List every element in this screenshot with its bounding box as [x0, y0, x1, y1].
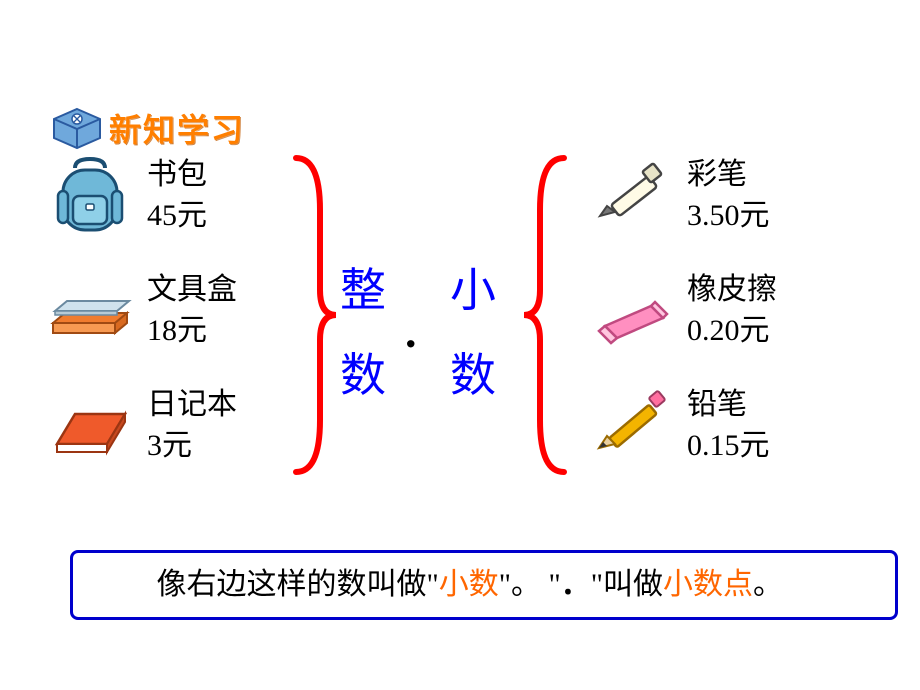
caption-mid1: "。 ": [499, 568, 561, 601]
backpack-icon: [45, 156, 135, 236]
book-icon: [50, 106, 105, 151]
item-price: 3元: [147, 426, 237, 467]
left-brace: [290, 150, 340, 480]
left-item-notebook: 日记本 3元: [45, 385, 237, 466]
caption-dot: ．: [561, 568, 591, 601]
item-text: 文具盒 18元: [147, 270, 237, 351]
caption-hl2: 小数点: [663, 568, 753, 601]
pencilcase-icon: [45, 271, 135, 351]
header-title: 新知学习: [109, 105, 245, 151]
notebook-icon: [45, 386, 135, 466]
item-price: 0.20元: [687, 311, 777, 352]
right-brace: [520, 150, 570, 480]
caption-pre: 像右边这样的数叫做": [157, 568, 439, 601]
item-price: 45元: [147, 196, 207, 237]
item-label: 日记本: [147, 385, 237, 426]
crayon-icon: [585, 156, 675, 236]
center-dot: .: [405, 305, 417, 358]
right-item-pencil: 铅笔 0.15元: [585, 385, 770, 466]
item-label: 橡皮擦: [687, 270, 777, 311]
item-price: 18元: [147, 311, 237, 352]
caption-post: 。: [753, 568, 783, 601]
caption-hl1: 小数: [439, 568, 499, 601]
caption-mid2: "叫做: [591, 568, 663, 601]
left-item-backpack: 书包 45元: [45, 155, 207, 236]
item-label: 铅笔: [687, 385, 770, 426]
left-item-pencilcase: 文具盒 18元: [45, 270, 237, 351]
item-price: 3.50元: [687, 196, 770, 237]
eraser-icon: [585, 271, 675, 351]
item-text: 橡皮擦 0.20元: [687, 270, 777, 351]
item-label: 彩笔: [687, 155, 770, 196]
item-price: 0.15元: [687, 426, 770, 467]
item-label: 文具盒: [147, 270, 237, 311]
item-text: 铅笔 0.15元: [687, 385, 770, 466]
item-label: 书包: [147, 155, 207, 196]
center-left-top: 整: [340, 250, 386, 333]
header-badge: 新知学习: [50, 105, 245, 151]
pencil-icon: [585, 386, 675, 466]
center-right-top: 小: [450, 250, 496, 333]
right-item-crayon: 彩笔 3.50元: [585, 155, 770, 236]
center-left-bottom: 数: [340, 335, 386, 418]
item-text: 书包 45元: [147, 155, 207, 236]
caption-box: 像右边这样的数叫做"小数"。 "．"叫做小数点。: [70, 550, 898, 620]
center-right-bottom: 数: [450, 335, 496, 418]
item-text: 彩笔 3.50元: [687, 155, 770, 236]
right-item-eraser: 橡皮擦 0.20元: [585, 270, 777, 351]
item-text: 日记本 3元: [147, 385, 237, 466]
